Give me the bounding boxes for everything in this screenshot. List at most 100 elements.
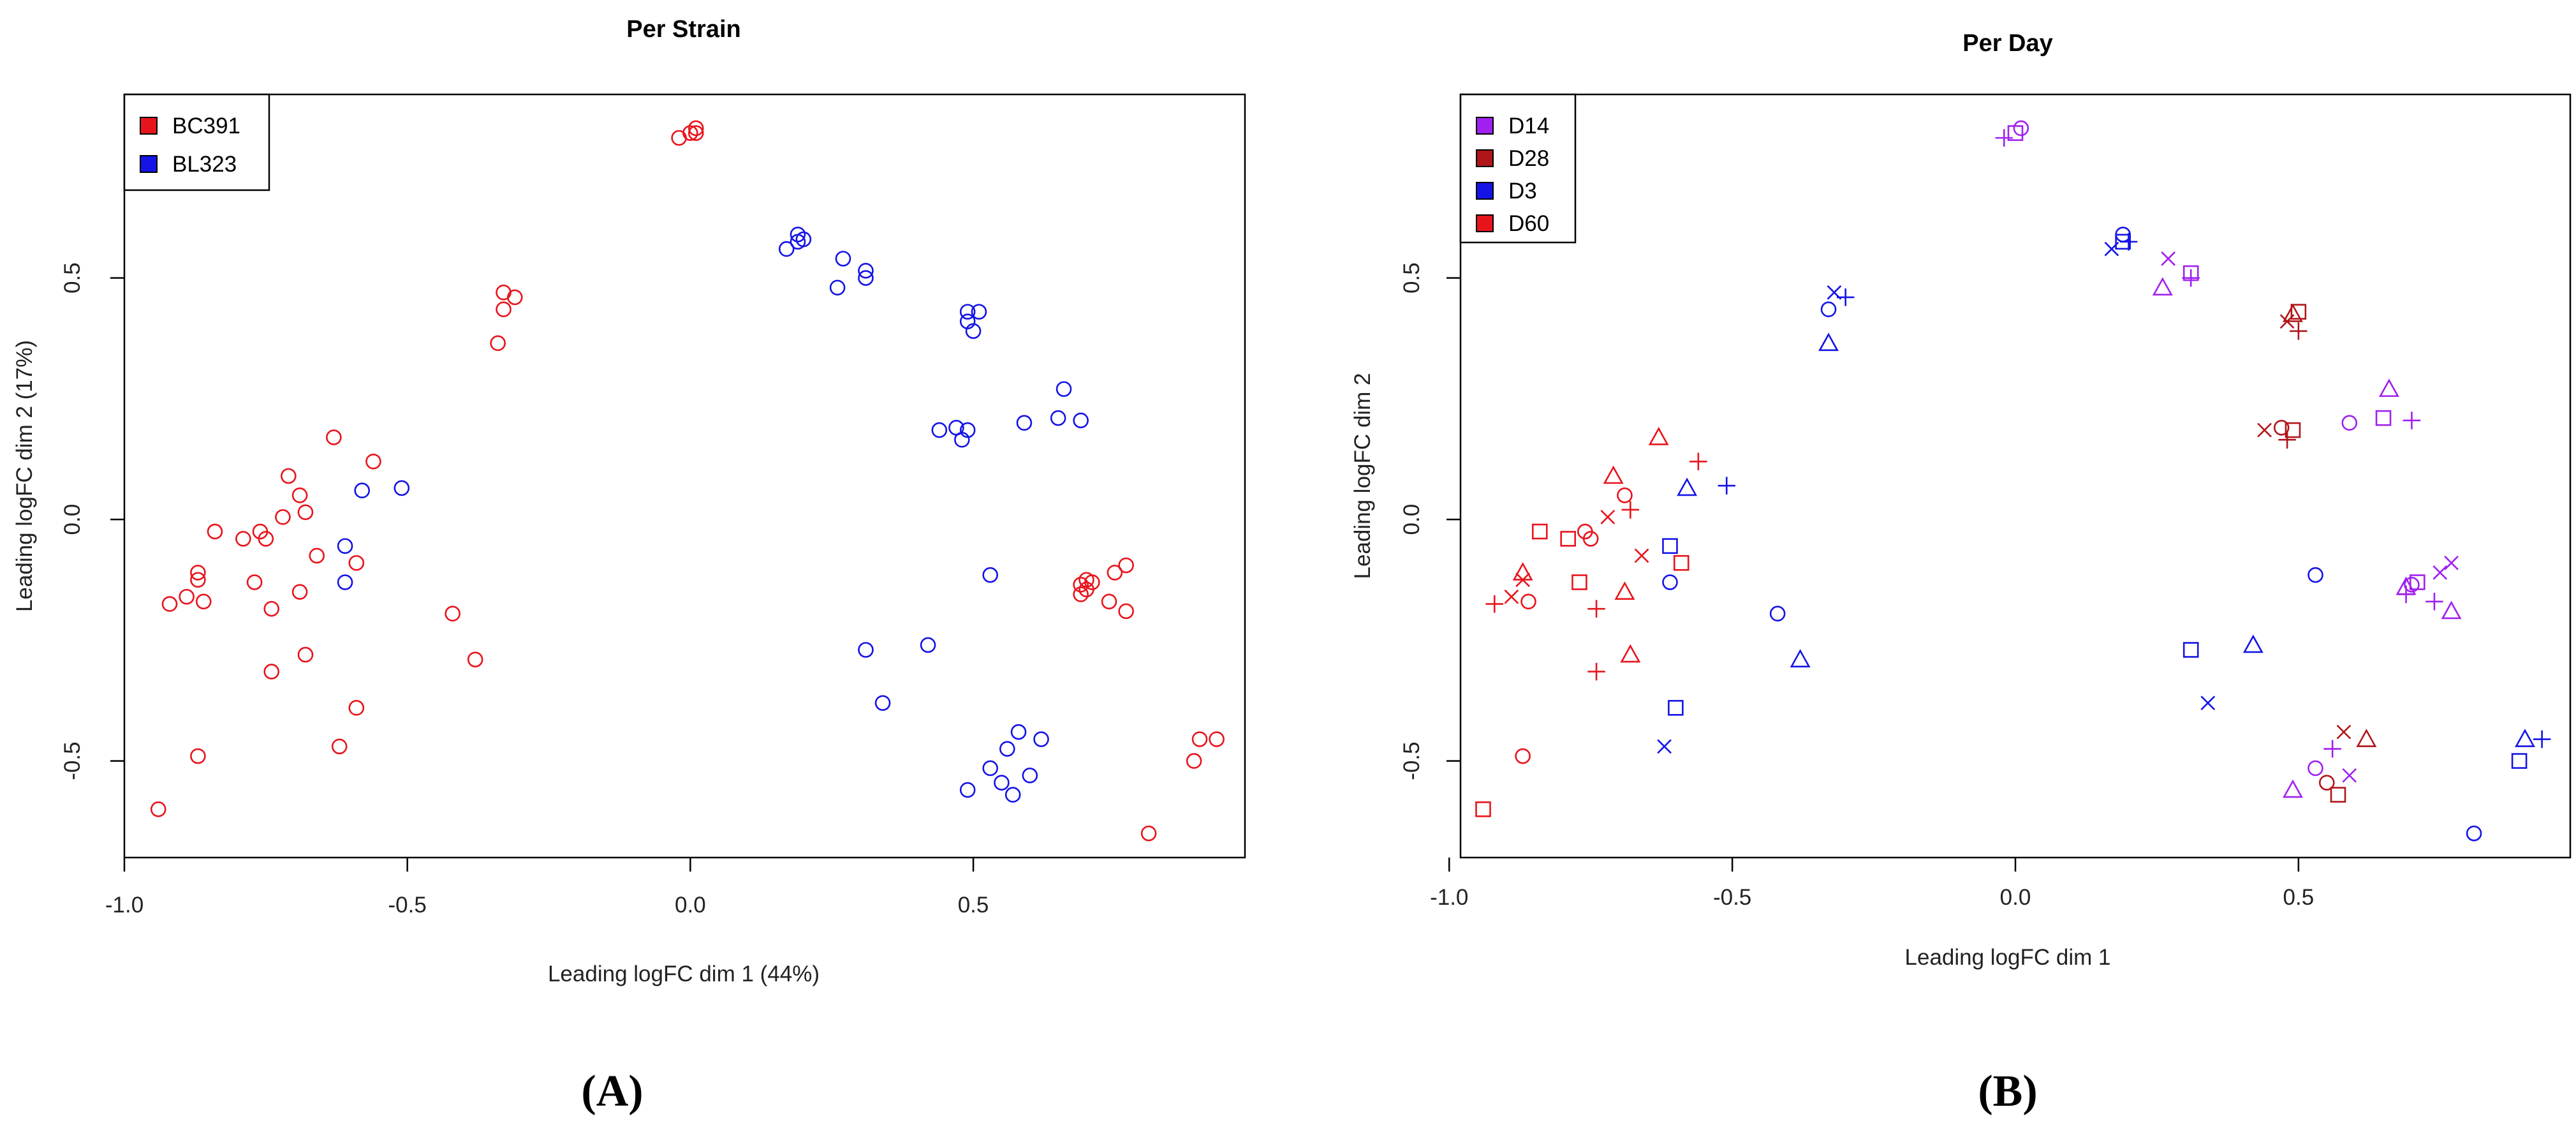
data-point-d14 bbox=[2432, 565, 2448, 580]
data-point-bc391 bbox=[246, 574, 263, 590]
data-point-d14 bbox=[2307, 760, 2323, 777]
data-point-d14 bbox=[2441, 600, 2462, 620]
data-point-bl323 bbox=[920, 637, 936, 653]
data-point-d14 bbox=[2007, 125, 2024, 141]
plot-frame bbox=[123, 93, 1246, 859]
data-point-d3 bbox=[1677, 477, 1698, 496]
data-point-d14 bbox=[2375, 410, 2392, 426]
data-point-bl323 bbox=[959, 304, 976, 320]
data-point-bc391 bbox=[348, 554, 365, 571]
chart-title: Per Strain bbox=[626, 16, 741, 43]
data-point-bl323 bbox=[1005, 787, 1021, 803]
data-point-bl323 bbox=[829, 279, 846, 296]
data-point-d3 bbox=[1668, 700, 1684, 716]
panel-per-strain: Per Strain -1.0 -0.5 0.0 0.5 -0.5 0.0 0.5 Lea… bbox=[12, 16, 1246, 1116]
data-point-d60 bbox=[1673, 554, 1689, 571]
data-point-d28 bbox=[2318, 775, 2335, 791]
y-axis-label: Leading logFC dim 2 (17%) bbox=[12, 340, 37, 612]
data-point-d28 bbox=[2257, 422, 2272, 438]
legend: D14 D28 D3 D60 bbox=[1459, 93, 1577, 244]
data-points bbox=[150, 120, 1225, 842]
data-point-bc391 bbox=[331, 738, 348, 755]
chart-title: Per Day bbox=[1962, 30, 2053, 57]
data-point-bc391 bbox=[1186, 753, 1202, 769]
data-point-d3 bbox=[1657, 739, 1672, 754]
data-point-d60 bbox=[1600, 509, 1616, 524]
data-point-bl323 bbox=[959, 782, 976, 798]
data-point-d14 bbox=[2323, 740, 2341, 758]
data-point-bc391 bbox=[1209, 731, 1225, 747]
data-point-bl323 bbox=[790, 227, 806, 242]
data-point-bc391 bbox=[1191, 731, 1208, 747]
data-point-d60 bbox=[1571, 574, 1587, 590]
data-point-bc391 bbox=[490, 335, 506, 352]
data-point-d60 bbox=[1603, 465, 1624, 484]
data-point-d60 bbox=[1504, 589, 1519, 604]
data-point-d14 bbox=[2342, 768, 2357, 783]
data-point-d3 bbox=[2515, 729, 2535, 747]
legend-swatch bbox=[140, 117, 158, 135]
plot-frame bbox=[1459, 93, 2572, 859]
data-point-d60 bbox=[1634, 548, 1649, 563]
data-point-d3 bbox=[2242, 634, 2263, 653]
data-point-d60 bbox=[1475, 801, 1491, 817]
x-tick-label: -1.0 bbox=[105, 893, 144, 918]
data-point-bl323 bbox=[954, 431, 970, 448]
legend-box bbox=[123, 93, 270, 191]
data-point-d3 bbox=[1820, 301, 1837, 318]
data-point-d60 bbox=[1520, 593, 1536, 610]
legend-label: BC391 bbox=[172, 114, 240, 138]
data-point-d28 bbox=[2330, 787, 2346, 803]
data-point-bl323 bbox=[982, 567, 998, 583]
y-tick-label: 0.0 bbox=[60, 504, 85, 535]
y-tick-label: 0.5 bbox=[60, 262, 85, 294]
data-point-bl323 bbox=[1010, 724, 1027, 740]
data-point-bc391 bbox=[496, 301, 512, 318]
data-point-bc391 bbox=[190, 572, 206, 588]
y-tick-label: -0.5 bbox=[60, 741, 85, 780]
data-point-d14 bbox=[2152, 277, 2173, 296]
data-point-d28 bbox=[2290, 322, 2307, 340]
data-point-d3 bbox=[1718, 477, 1735, 494]
data-point-bl323 bbox=[982, 760, 998, 777]
data-point-d3 bbox=[1662, 574, 1678, 590]
data-point-d3 bbox=[1790, 649, 1811, 667]
data-point-d28 bbox=[2285, 422, 2301, 438]
data-point-bl323 bbox=[1056, 381, 1072, 398]
legend-label: D3 bbox=[1508, 179, 1537, 204]
data-point-d60 bbox=[1620, 644, 1641, 663]
data-point-bc391 bbox=[1118, 603, 1134, 620]
data-point-d60 bbox=[1560, 531, 1576, 547]
data-point-d60 bbox=[1582, 531, 1599, 547]
data-point-bl323 bbox=[1016, 415, 1033, 431]
data-point-d28 bbox=[2278, 431, 2296, 449]
data-point-d3 bbox=[2307, 567, 2323, 583]
data-point-bl323 bbox=[1033, 731, 1049, 747]
y-axis-label: Leading logFC dim 2 bbox=[1350, 373, 1375, 579]
data-point-d14 bbox=[2404, 577, 2420, 593]
data-point-bc391 bbox=[291, 584, 308, 600]
data-point-bc391 bbox=[207, 523, 223, 540]
data-point-d60 bbox=[1531, 523, 1548, 540]
data-point-bc391 bbox=[275, 509, 291, 525]
data-point-bc391 bbox=[1073, 586, 1089, 602]
data-point-bl323 bbox=[994, 775, 1010, 791]
legend-label: D60 bbox=[1508, 211, 1549, 236]
data-point-bl323 bbox=[858, 642, 874, 658]
data-point-d60 bbox=[1621, 501, 1640, 519]
data-point-bc391 bbox=[190, 748, 206, 764]
data-point-bc391 bbox=[1107, 565, 1123, 581]
data-point-d3 bbox=[1662, 538, 1678, 554]
data-point-d60 bbox=[1587, 600, 1605, 618]
x-tick-label: 0.0 bbox=[675, 893, 706, 918]
data-points bbox=[1475, 120, 2551, 842]
data-point-bl323 bbox=[999, 741, 1015, 757]
data-point-bc391 bbox=[263, 664, 280, 680]
data-point-bc391 bbox=[258, 531, 274, 547]
legend-label: D14 bbox=[1508, 114, 1549, 138]
x-tick-label: -0.5 bbox=[1713, 885, 1751, 910]
data-point-bl323 bbox=[858, 270, 874, 286]
data-point-bc391 bbox=[263, 600, 280, 617]
data-point-bl323 bbox=[1050, 410, 1066, 426]
data-point-d3 bbox=[2511, 753, 2528, 769]
